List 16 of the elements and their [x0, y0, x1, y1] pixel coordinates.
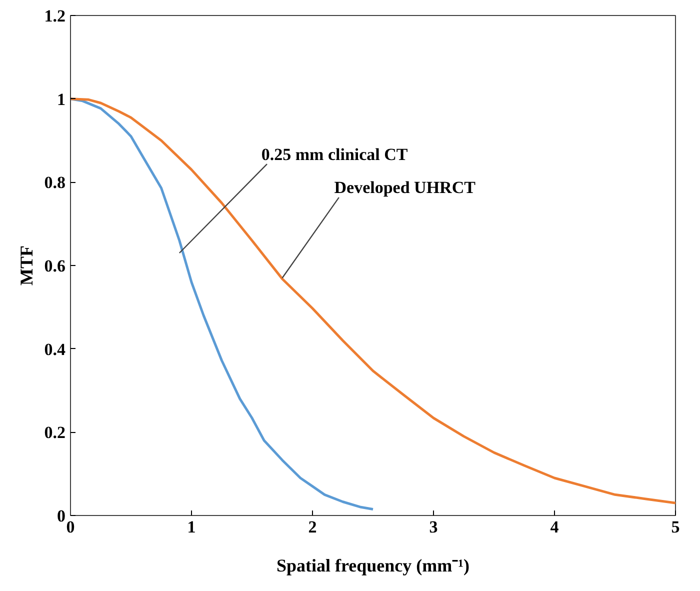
y-tick-label: 0.2: [44, 423, 66, 442]
x-tick-label: 1: [187, 518, 196, 536]
y-tick-label: 0.8: [44, 173, 66, 192]
x-tick-label: 5: [671, 518, 680, 536]
y-tick-label: 0.4: [44, 340, 66, 359]
x-axis-title: Spatial frequency (mm⁻¹): [276, 556, 470, 576]
y-tick-label: 1.2: [44, 6, 66, 26]
y-tick-label: 0.6: [44, 256, 66, 276]
x-tick-label: 4: [550, 518, 560, 536]
x-tick-label: 3: [429, 518, 438, 536]
y-axis-title: MTF: [16, 245, 36, 286]
line-series: [70, 98, 676, 504]
annotation: Developed UHRCT: [334, 178, 476, 197]
x-tick-label: 2: [308, 518, 317, 536]
annotation: 0.25 mm clinical CT: [261, 145, 408, 164]
y-tick-label: 1: [57, 90, 66, 109]
